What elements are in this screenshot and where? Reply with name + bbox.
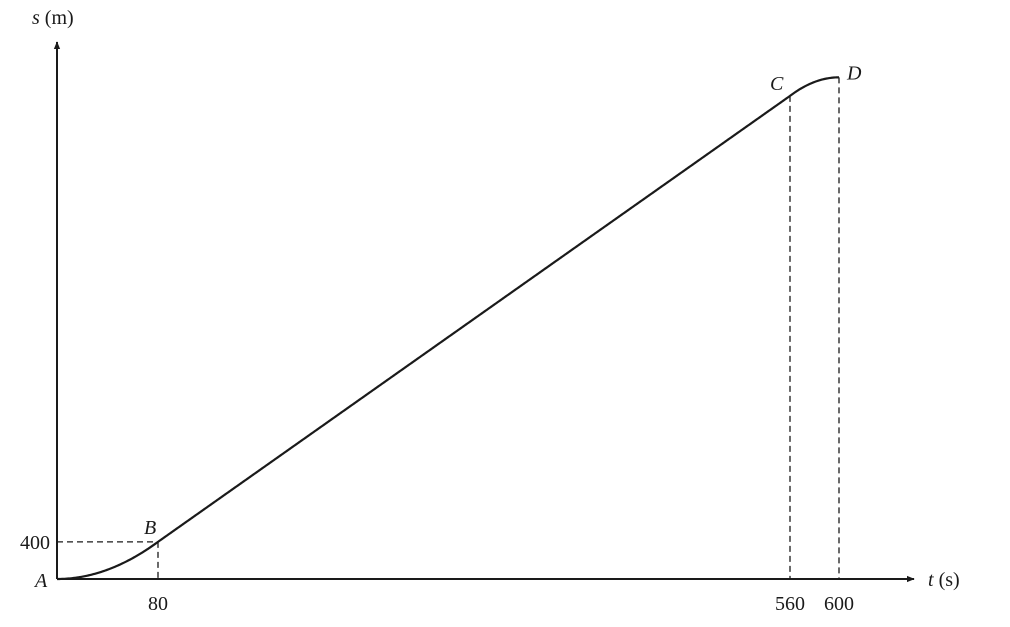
- y-axis-label: s (m): [32, 7, 74, 29]
- point-label-A: A: [33, 570, 48, 592]
- y-tick-label: 400: [20, 532, 50, 554]
- point-label-D: D: [846, 62, 862, 84]
- s-t-curve: [56, 76, 840, 581]
- point-label-C: C: [770, 73, 784, 95]
- x-tick-label: 600: [824, 593, 854, 615]
- x-tick-label: 560: [775, 593, 805, 615]
- point-label-B: B: [144, 517, 156, 539]
- x-axis-label: t (s): [928, 569, 960, 591]
- x-tick-label: 80: [148, 593, 168, 615]
